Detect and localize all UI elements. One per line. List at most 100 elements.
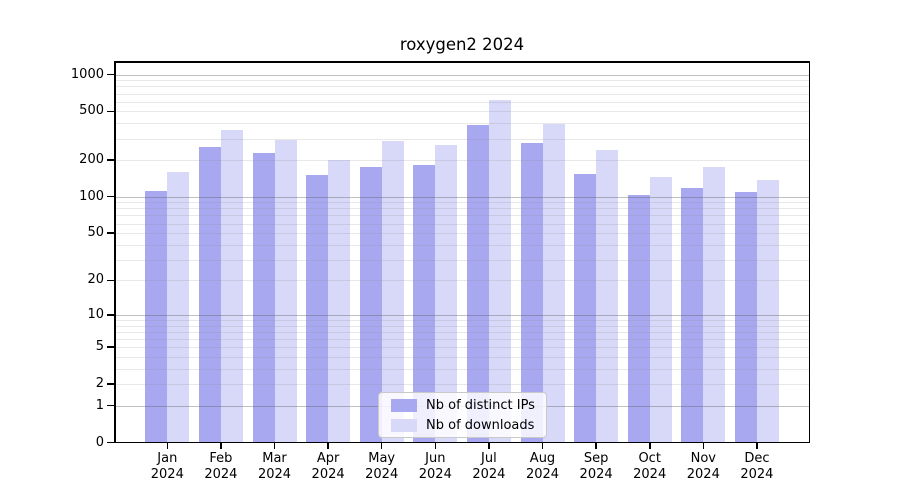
y-axis-tick-10 [107, 314, 114, 316]
bar-distinct-ips-jun [413, 165, 436, 443]
x-axis-label-aug: Aug 2024 [511, 451, 575, 483]
y-axis-tick-100 [107, 195, 114, 198]
y-axis-tick-200 [107, 159, 114, 161]
gridline-minor-800 [114, 86, 810, 88]
gridline-minor-600 [114, 101, 810, 103]
x-axis-label-month: Apr [316, 451, 340, 466]
plot-spine-bottom [114, 441, 810, 443]
gridline-minor-80 [114, 208, 810, 210]
bar-downloads-jan [167, 171, 190, 443]
gridline-minor-60 [114, 223, 810, 225]
x-axis-label-year: 2024 [633, 467, 667, 482]
bar-distinct-ips-jan [145, 190, 168, 443]
gridline-minor-9 [114, 319, 810, 321]
x-axis-label-month: Aug [529, 451, 556, 466]
plot-spine-left [114, 61, 116, 443]
x-axis-tick-mar [273, 443, 276, 449]
bar-distinct-ips-nov [681, 187, 704, 443]
x-axis-label-month: Jun [425, 451, 446, 466]
x-axis-label-oct: Oct 2024 [618, 451, 682, 483]
y-axis-tick-20 [107, 279, 114, 282]
y-axis-label-1: 1 [95, 397, 104, 413]
gridline-major-1000 [114, 74, 810, 76]
gridline-minor-8 [114, 325, 810, 327]
y-axis-label-500: 500 [79, 103, 104, 119]
x-axis-tick-apr [327, 443, 329, 449]
x-axis-tick-sep [595, 443, 597, 449]
x-axis-label-may: May 2024 [350, 451, 414, 483]
bar-downloads-aug [542, 123, 565, 443]
x-axis-tick-nov [702, 443, 704, 449]
x-axis-label-year: 2024 [525, 467, 560, 482]
bar-downloads-dec [756, 179, 779, 443]
gridline-minor-300 [114, 138, 810, 140]
gridline-minor-40 [114, 244, 810, 246]
y-axis-tick-0 [107, 441, 114, 444]
bar-downloads-jul [488, 100, 511, 443]
x-axis-label-year: 2024 [579, 467, 613, 482]
x-axis-label-jun: Jun 2024 [403, 451, 467, 483]
x-axis-label-year: 2024 [257, 467, 292, 482]
x-axis-label-month: Nov [690, 451, 716, 466]
y-axis-tick-2 [107, 383, 114, 385]
x-axis-label-month: Jul [481, 451, 497, 466]
bar-distinct-ips-may [359, 166, 382, 443]
chart-title: roxygen2 2024 [399, 35, 525, 54]
gridline-minor-90 [114, 202, 810, 204]
y-axis-label-1000: 1000 [70, 66, 104, 82]
gridline-minor-500 [114, 111, 810, 113]
bar-distinct-ips-feb [198, 146, 221, 443]
bar-distinct-ips-dec [734, 192, 757, 443]
gridline-minor-700 [114, 93, 810, 95]
bar-downloads-mar [274, 139, 297, 443]
x-axis-tick-jan [166, 443, 169, 449]
bar-distinct-ips-aug [520, 142, 543, 443]
legend-label-downloads: Nb of downloads [426, 417, 535, 433]
bar-downloads-feb [220, 130, 243, 443]
legend: Nb of distinct IPs Nb of downloads [378, 392, 547, 438]
x-axis-label-month: May [368, 451, 396, 466]
x-axis-tick-jun [434, 443, 437, 449]
gridline-minor-6 [114, 338, 810, 340]
bar-distinct-ips-apr [306, 174, 329, 443]
bar-distinct-ips-oct [627, 195, 650, 443]
x-axis-tick-dec [756, 443, 758, 449]
legend-item-downloads: Nb of downloads [391, 418, 546, 433]
x-axis-label-year: 2024 [311, 467, 345, 482]
gridline-minor-70 [114, 215, 810, 217]
plot-area [114, 61, 810, 443]
x-axis-label-year: 2024 [740, 467, 774, 482]
x-axis-label-month: Dec [744, 451, 770, 466]
legend-item-distinct-ips: Nb of distinct IPs [391, 398, 546, 413]
gridline-minor-4 [114, 356, 810, 358]
y-axis-label-0: 0 [95, 434, 104, 450]
bar-downloads-oct [649, 176, 672, 443]
legend-swatch-distinct-ips [391, 398, 417, 412]
x-axis-label-month: Mar [262, 451, 287, 466]
gridline-minor-20 [114, 280, 810, 282]
x-axis-label-apr: Apr 2024 [296, 451, 360, 483]
gridline-minor-2 [114, 384, 810, 385]
x-axis-label-feb: Feb 2024 [189, 451, 253, 483]
bar-distinct-ips-sep [574, 174, 597, 443]
y-axis-label-5: 5 [95, 339, 104, 355]
bar-downloads-nov [703, 167, 726, 443]
y-axis-label-10: 10 [87, 306, 104, 322]
bar-distinct-ips-mar [252, 153, 275, 443]
bar-downloads-sep [596, 149, 619, 443]
x-axis-tick-oct [649, 443, 651, 449]
x-axis-label-year: 2024 [686, 467, 720, 482]
x-axis-label-month: Jan [157, 451, 178, 466]
y-axis-tick-500 [107, 110, 114, 113]
y-axis-tick-5 [107, 346, 114, 348]
y-axis-label-2: 2 [95, 376, 104, 391]
y-axis-label-20: 20 [87, 272, 104, 288]
x-axis-tick-may [380, 443, 383, 449]
x-axis-label-year: 2024 [365, 467, 399, 482]
gridline-minor-50 [114, 233, 810, 235]
plot-spine-top [114, 61, 810, 63]
gridline-major-10 [114, 314, 810, 316]
x-axis-label-year: 2024 [472, 467, 506, 482]
x-axis-tick-feb [220, 443, 222, 449]
